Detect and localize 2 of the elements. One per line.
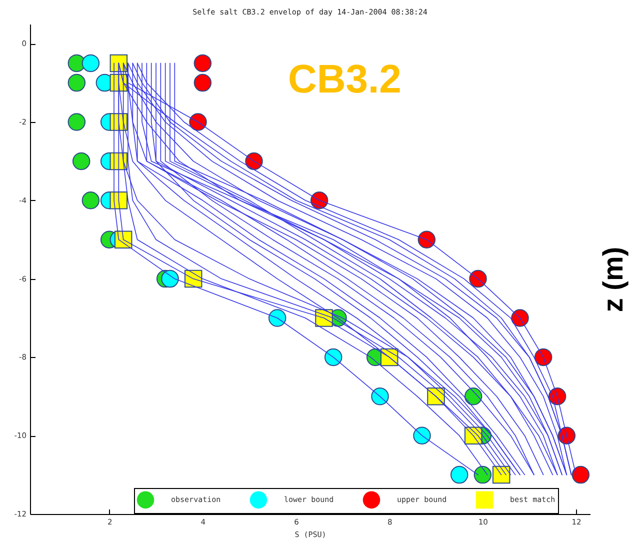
annotation: CB3.2 (288, 57, 402, 102)
y-axis-title: z (m) (598, 246, 628, 312)
